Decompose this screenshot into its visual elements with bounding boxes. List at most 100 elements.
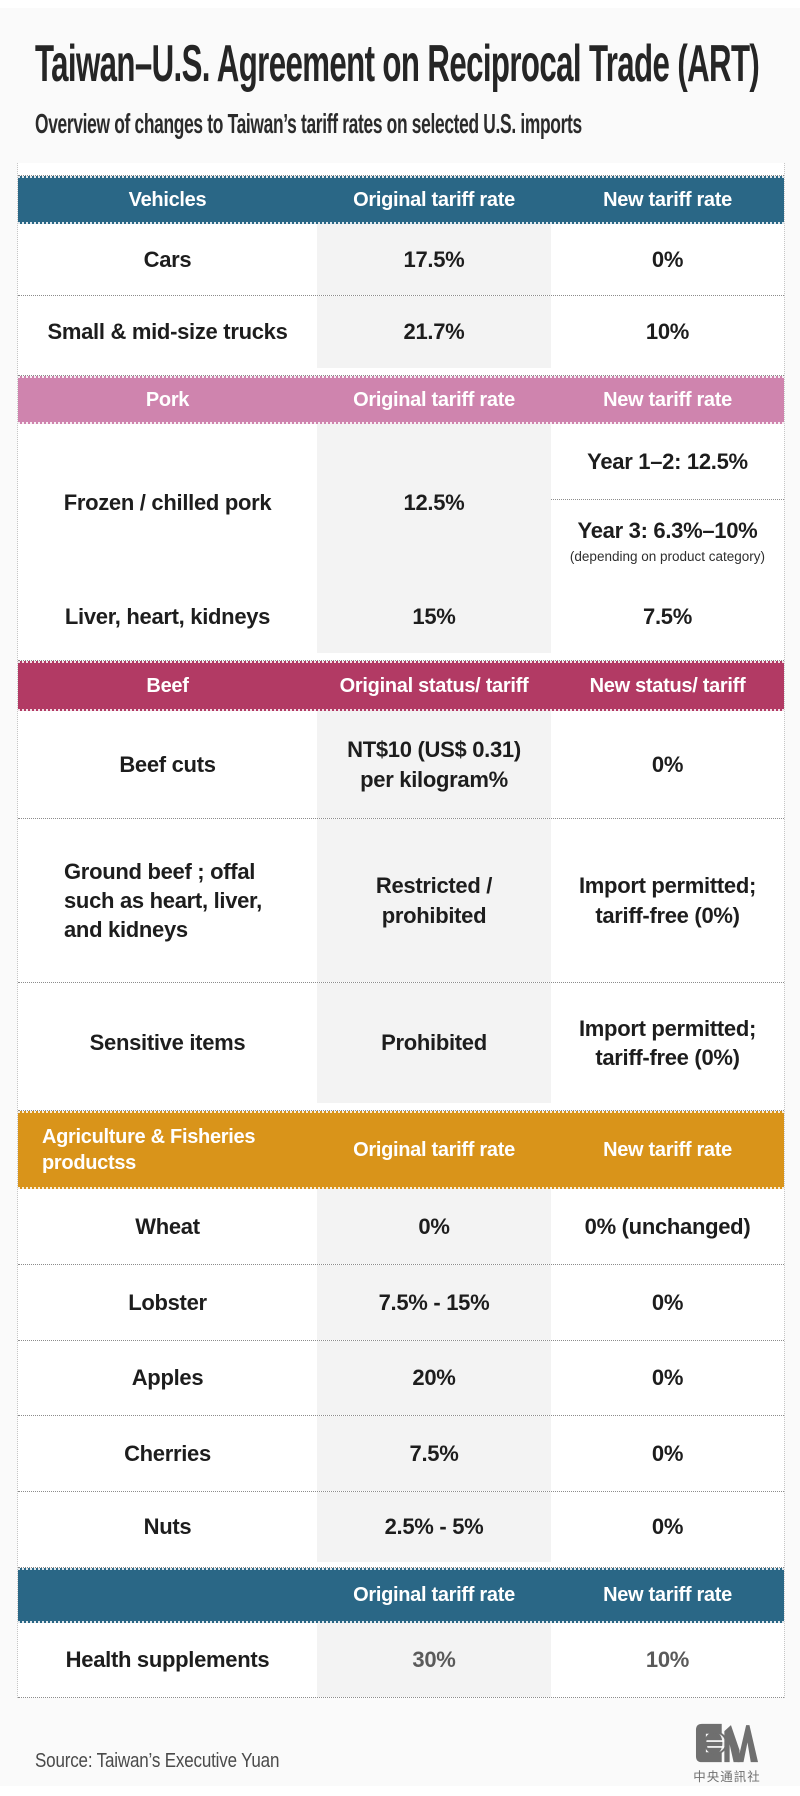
table-row: Wheat 0% 0% (unchanged)	[18, 1189, 784, 1265]
section-title-line: Agriculture & Fisheries	[42, 1126, 256, 1148]
cell-item: Cherries	[124, 1440, 211, 1466]
cell-original: 21.7%	[317, 296, 551, 368]
cell-new: 10%	[551, 1623, 784, 1697]
cell-line: Import permitted;	[578, 873, 756, 899]
cell-original: Restricted / prohibited	[317, 819, 551, 982]
column-header-new: New tariff rate	[603, 1584, 732, 1606]
cell-original: 0%	[317, 1189, 551, 1264]
cell-line: prohibited	[381, 902, 487, 928]
cell-original: 2.5% - 5%	[317, 1492, 551, 1562]
section-title-line: productss	[42, 1152, 136, 1174]
cell-new: 10%	[645, 319, 690, 345]
section-header-agriculture: Agriculture & Fisheries productss Origin…	[18, 1111, 784, 1189]
cell-item: Cars	[143, 246, 192, 272]
section-gap	[18, 1103, 784, 1111]
cell-line: Import permitted;	[578, 1015, 756, 1041]
column-header-new: New tariff rate	[603, 1138, 732, 1161]
column-header-original: Original tariff rate	[353, 188, 515, 211]
cell-line: per kilogram%	[360, 766, 508, 792]
column-header-original: Original status/ tariff	[339, 674, 529, 697]
section-gap	[18, 163, 784, 176]
cell-new: 0%	[651, 751, 684, 777]
table-row: Ground beef ; offal such as heart, liver…	[18, 819, 784, 983]
cell-original: 15%	[317, 581, 551, 653]
cell-item: Liver, heart, kidneys	[64, 604, 271, 630]
column-header-original: Original tariff rate	[353, 388, 515, 411]
section-title: Agriculture & Fisheries productss	[18, 1124, 317, 1176]
cell-original: 12.5%	[317, 424, 551, 581]
page-subtitle: Overview of changes to Taiwan’s tariff r…	[35, 108, 582, 139]
cell-new-split: Year 1–2: 12.5% Year 3: 6.3%–10% (depend…	[551, 424, 784, 581]
cell-note: (depending on product category)	[569, 548, 766, 564]
table-row: Frozen / chilled pork 12.5% Year 1–2: 12…	[18, 424, 784, 581]
cell-item: Small & mid-size trucks	[47, 319, 288, 345]
bottom-margin-strip	[0, 1786, 800, 1796]
column-header-original: Original tariff rate	[353, 1138, 515, 1161]
cell-original: 20%	[317, 1341, 551, 1415]
cna-logo-icon	[695, 1723, 759, 1763]
cell-original: NT$10 (US$ 0.31) per kilogram%	[317, 711, 551, 818]
section-title: Pork	[145, 388, 190, 411]
table-row: Nuts 2.5% - 5% 0%	[18, 1492, 784, 1562]
cell-item: Sensitive items	[89, 1030, 246, 1056]
table-row: Cherries 7.5% 0%	[18, 1416, 784, 1492]
column-header-new: New tariff rate	[603, 188, 732, 211]
tariff-table: Vehicles Original tariff rate New tariff…	[17, 163, 785, 1698]
section-title: Beef	[146, 674, 189, 697]
table-row: Small & mid-size trucks 21.7% 10%	[18, 296, 784, 368]
cell-new-phase2: Year 3: 6.3%–10% (depending on product c…	[551, 500, 784, 581]
cell-new: 0%	[651, 1365, 684, 1391]
cell-line: 10%	[645, 1647, 690, 1673]
cell-new: 0% (unchanged)	[584, 1213, 751, 1239]
table-row: Cars 17.5% 0%	[18, 224, 784, 296]
cna-logo-caption: 中央通訊社	[693, 1770, 761, 1784]
column-header-new: New status/ tariff	[589, 674, 746, 697]
section-header-pork: Pork Original tariff rate New tariff rat…	[18, 376, 784, 424]
top-margin-strip	[0, 0, 800, 8]
section-header-health-supplements: Original tariff rate New tariff rate	[18, 1568, 784, 1623]
cell-line: Ground beef ; offal	[64, 858, 256, 884]
cell-new: 0%	[651, 1289, 684, 1315]
cell-original: 7.5%	[317, 1416, 551, 1491]
cell-line: 30%	[412, 1647, 456, 1673]
cell-original: 30%	[317, 1623, 551, 1697]
table-row: Health supplements 30% 10%	[18, 1623, 784, 1698]
column-header-original: Original tariff rate	[353, 1584, 515, 1606]
table-row: Liver, heart, kidneys 15% 7.5%	[18, 581, 784, 653]
section-gap	[18, 653, 784, 661]
cell-item: Nuts	[143, 1514, 192, 1540]
table-row: Lobster 7.5% - 15% 0%	[18, 1265, 784, 1341]
cell-item: Beef cuts	[119, 751, 216, 777]
cell-item: Frozen / chilled pork	[63, 489, 272, 515]
cell-line: NT$10 (US$ 0.31)	[347, 737, 521, 763]
cell-item: Health supplements	[65, 1647, 270, 1673]
cna-logo: 中央通訊社	[688, 1722, 766, 1785]
cell-new: 0%	[651, 1514, 684, 1540]
source-credit: Source: Taiwan’s Executive Yuan	[35, 1750, 280, 1772]
section-header-beef: Beef Original status/ tariff New status/…	[18, 661, 784, 711]
cell-line: Year 3: 6.3%–10%	[577, 517, 758, 543]
cell-new-phase1: Year 1–2: 12.5%	[551, 424, 784, 500]
page-title: Taiwan–U.S. Agreement on Reciprocal Trad…	[35, 35, 760, 93]
section-gap	[18, 368, 784, 376]
cell-line: such as heart, liver,	[64, 887, 262, 913]
section-gap	[18, 1562, 784, 1568]
cell-line: tariff-free (0%)	[595, 902, 740, 928]
section-header-vehicles: Vehicles Original tariff rate New tariff…	[18, 176, 784, 224]
cell-new: 0%	[651, 1440, 684, 1466]
table-row: Apples 20% 0%	[18, 1341, 784, 1416]
cell-line: tariff-free (0%)	[595, 1045, 740, 1070]
cell-item: Ground beef ; offal such as heart, liver…	[18, 819, 317, 982]
cell-new: 7.5%	[643, 604, 692, 630]
cell-new: 0%	[651, 246, 684, 272]
cell-item: Wheat	[135, 1213, 200, 1239]
column-header-new: New tariff rate	[603, 388, 732, 411]
header-area: Taiwan–U.S. Agreement on Reciprocal Trad…	[35, 34, 795, 140]
cell-line: and kidneys	[64, 917, 188, 943]
cell-original: 17.5%	[317, 224, 551, 295]
section-title: Vehicles	[128, 188, 207, 211]
table-row: Beef cuts NT$10 (US$ 0.31) per kilogram%…	[18, 711, 784, 819]
cell-new: Import permitted; tariff-free (0%)	[551, 819, 784, 982]
table-row: Sensitive items Prohibited Import permit…	[18, 983, 784, 1103]
cell-item: Apples	[131, 1365, 204, 1391]
